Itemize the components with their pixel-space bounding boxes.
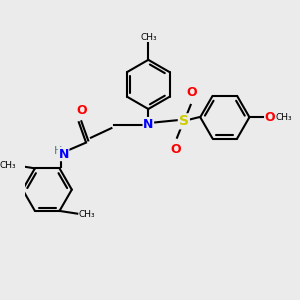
Text: CH₃: CH₃ <box>275 113 292 122</box>
Text: N: N <box>143 118 154 130</box>
Text: H: H <box>54 146 62 156</box>
Text: N: N <box>58 148 69 160</box>
Text: CH₃: CH₃ <box>79 210 95 219</box>
Text: O: O <box>76 104 87 117</box>
Text: O: O <box>187 86 197 99</box>
Text: CH₃: CH₃ <box>0 160 16 169</box>
Text: CH₃: CH₃ <box>140 33 157 42</box>
Text: O: O <box>170 143 181 156</box>
Text: O: O <box>265 111 275 124</box>
Text: S: S <box>179 114 189 128</box>
